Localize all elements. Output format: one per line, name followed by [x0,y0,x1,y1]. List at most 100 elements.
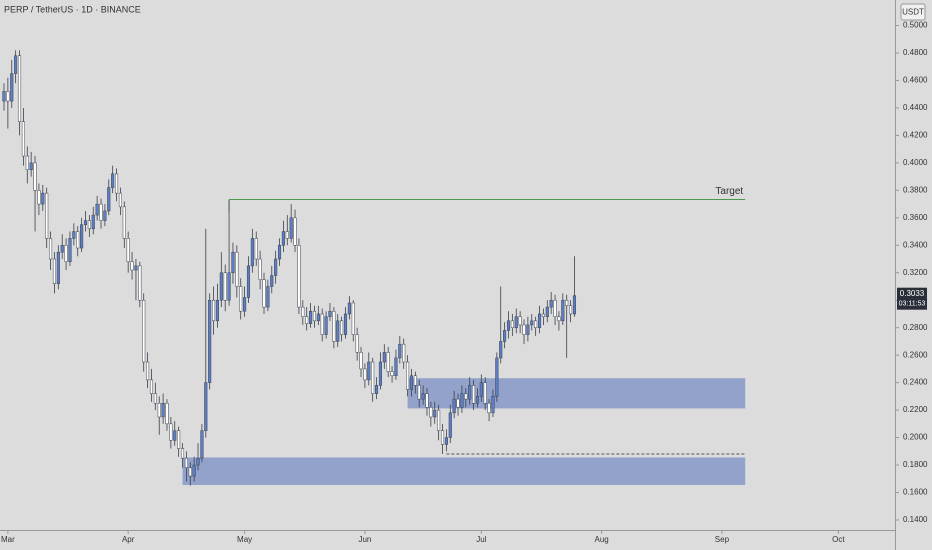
candle-body [483,382,487,404]
candle-body [553,299,557,317]
y-tick-label: 0.1400 [903,515,928,524]
candle-body [359,352,363,370]
candle-body [161,402,165,418]
y-tick-label: 0.5000 [903,21,928,30]
candle-body [413,375,417,386]
y-tick-label: 0.4000 [903,158,928,167]
candle-body [305,316,309,324]
candle-body [72,231,76,239]
candle-body [149,379,154,394]
candle-body [266,286,270,308]
candle-body [398,343,402,359]
candle-body [192,464,196,477]
y-tick-label: 0.2000 [903,433,928,442]
candle-body [460,393,464,408]
candle-body [45,192,49,239]
candle-body [10,73,14,102]
candle-body [425,393,429,408]
candle-body [118,192,122,208]
candle-body [561,299,565,322]
candle-body [371,361,375,394]
last-price: 0.3033 [900,289,925,298]
candle-body [243,297,247,312]
candle-body [250,238,254,267]
candle-body [122,206,126,239]
candle-body [56,251,60,284]
candle-body [394,357,398,377]
candle-body [184,457,188,469]
candle-body [347,302,351,315]
candle-body [518,316,522,326]
candle-body [212,299,216,322]
candle-body [456,398,460,408]
y-tick-label: 0.3200 [903,268,928,277]
y-tick-label: 0.4600 [903,76,928,85]
candle-body [402,343,406,363]
candle-body [281,231,285,246]
candle-body [270,275,274,287]
candle-body [510,320,514,328]
candle-body [378,361,382,386]
candle-body [33,162,37,191]
candle-body [534,320,538,328]
candle-body [111,173,115,188]
candle-body [6,91,10,102]
x-tick-label: Sep [715,535,730,544]
candle-body [130,261,134,271]
candle-body [49,238,53,260]
candle-body [487,402,491,414]
candle-body [374,385,379,394]
candle-body [60,245,64,253]
candle-body [421,393,425,400]
candle-body [297,245,301,308]
candle-body [464,393,468,400]
y-tick-label: 0.1600 [903,488,928,497]
candle-body [537,313,542,328]
candle-body [351,302,355,335]
candle-body [215,299,219,322]
candle-body [406,361,410,390]
candle-body [312,310,317,322]
candle-body [433,409,437,418]
candle-body [180,448,185,459]
candle-body [91,214,95,230]
candle-body [235,251,239,287]
candle-body [52,258,56,284]
candle-body [479,382,483,397]
candle-body [437,409,441,431]
candle-body [503,330,507,342]
candle-body [41,192,45,205]
candle-body [495,357,499,397]
x-tick-label: Mar [1,535,15,544]
candle-body [526,324,530,335]
chart-title: PERP / TetherUS · 1D · BINANCE [4,4,141,14]
candle-body [200,430,204,459]
candle-body [289,217,293,239]
candle-body [409,375,414,390]
candle-body [499,341,503,359]
x-tick-label: Apr [122,535,135,544]
candle-body [429,407,433,418]
candle-body [440,430,445,445]
candle-body [506,320,511,331]
candle-body [285,231,289,239]
candle-body [21,121,25,157]
candle-body [557,316,561,322]
candle-body [188,467,192,477]
demand-zone [407,378,746,409]
y-tick-label: 0.3600 [903,213,928,222]
candle-body [114,173,119,194]
candle-body [173,430,177,441]
candle-body [332,310,336,342]
candle-body [165,402,169,425]
currency-box[interactable] [900,3,926,21]
y-tick-label: 0.4400 [903,103,928,112]
candle-body [343,313,348,335]
target-label: Target [715,186,743,197]
candle-body [468,385,472,400]
candle-body [316,313,320,322]
candle-body [448,412,452,438]
candle-body [262,279,266,308]
y-tick-label: 0.3400 [903,240,928,249]
candle-body [309,310,313,324]
